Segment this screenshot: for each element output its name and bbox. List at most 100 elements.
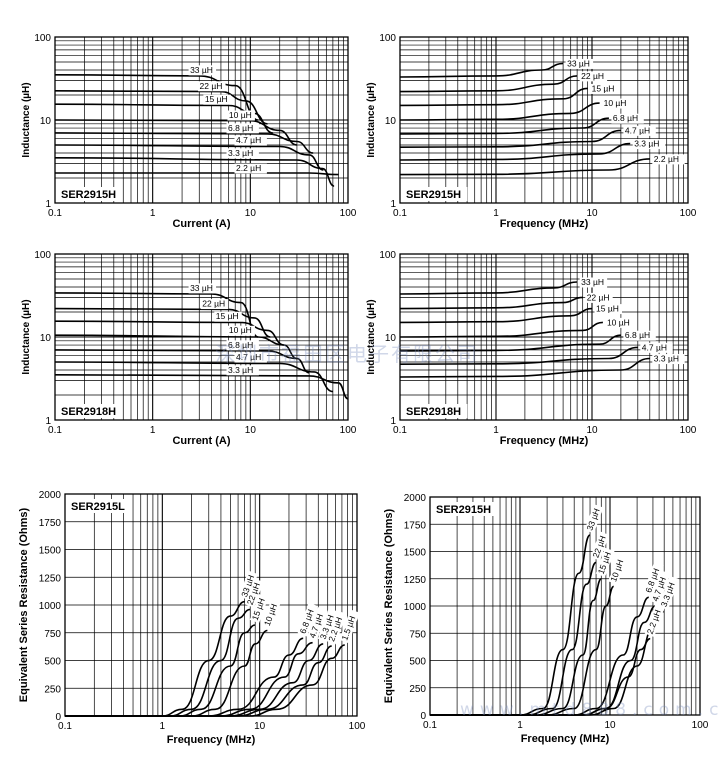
y-tick-label: 1500: [39, 546, 62, 557]
series-label-bg: [339, 609, 360, 644]
series-label-group: 33 µH: [188, 65, 217, 76]
series-label-group: 6.8 µH: [611, 113, 644, 124]
series-line: [399, 117, 609, 135]
series-label-bg: [652, 154, 685, 165]
series-line: [65, 644, 345, 717]
series-label-bg: [226, 123, 259, 134]
series-label: 22 µH: [587, 292, 610, 302]
series-line: [54, 144, 324, 171]
series-label-group: 22 µH: [198, 81, 226, 92]
series-label-group: 10 µH: [227, 110, 255, 121]
y-tick-label: 500: [409, 657, 426, 668]
series-label-group: 15 µH: [203, 94, 231, 105]
series-label: 3.3 µH: [228, 148, 253, 158]
series-label: 33 µH: [190, 65, 213, 75]
y-tick-label: 100: [34, 33, 51, 44]
series-label: 10 µH: [229, 110, 252, 120]
x-tick-label: 10: [586, 208, 598, 219]
series-label-group: 15 µH: [590, 83, 618, 94]
series-label-group: 22 µH: [579, 71, 608, 82]
y-tick-label: 0: [420, 711, 426, 722]
y-tick-label: 10: [40, 116, 52, 127]
series-label-group: 15 µH: [594, 304, 622, 315]
y-tick-label: 10: [385, 116, 397, 127]
y-tick-label: 1: [45, 199, 51, 210]
series-label-bg: [249, 593, 269, 624]
series-label-group: 6.8 µH: [226, 123, 259, 134]
x-tick-label: 0.1: [393, 425, 407, 436]
x-axis-label: Frequency (MHz): [500, 218, 589, 230]
series-line: [54, 132, 314, 154]
y-tick-label: 100: [379, 33, 396, 44]
y-tick-label: 500: [44, 657, 61, 668]
series-line: [399, 357, 650, 378]
series-label: 2.2 µH: [645, 608, 663, 635]
series-label-bg: [611, 113, 644, 124]
series-label: 6.8 µH: [613, 113, 638, 123]
series-line: [399, 129, 621, 148]
series-label-group: 33 µH: [584, 504, 604, 534]
series-label-group: 3.3 µH: [652, 354, 685, 365]
chart-title-bg: [59, 404, 123, 418]
series-label-group: 10 µH: [605, 317, 633, 328]
x-tick-label: 1: [517, 720, 523, 731]
series-label-bg: [565, 58, 594, 69]
series-label-group: 22 µH: [200, 299, 229, 310]
series-label-bg: [239, 570, 258, 600]
x-tick-label: 0.1: [58, 721, 72, 732]
series-label-group: 10 µH: [602, 98, 630, 109]
series-label-group: 6.8 µH: [623, 330, 656, 341]
y-axis-label: Equivalent Series Resistance (Ohms): [18, 507, 30, 702]
series-label-bg: [188, 283, 217, 294]
x-tick-label: 1: [150, 208, 156, 219]
x-axis-label: Frequency (MHz): [167, 734, 256, 746]
series-label: 6.8 µH: [228, 340, 253, 350]
series-line: [65, 643, 324, 717]
series-line: [54, 103, 273, 134]
series-label: 15 µH: [205, 94, 228, 104]
y-axis-label: Inductance (µH): [366, 82, 377, 157]
series-label: 33 µH: [190, 283, 213, 293]
y-axis-label: Inductance (µH): [366, 299, 377, 374]
series-label-group: 33 µH: [188, 283, 217, 294]
series-label: 4.7 µH: [625, 125, 650, 135]
series-label-bg: [623, 330, 656, 341]
x-tick-label: 10: [604, 720, 616, 731]
series-label-group: 3.3 µH: [226, 148, 259, 159]
y-tick-label: 100: [379, 250, 396, 261]
series-label: 2.2 µH: [654, 154, 679, 164]
series-line: [399, 142, 631, 161]
series-label-group: 33 µH: [579, 277, 608, 288]
y-tick-label: 1250: [404, 575, 427, 586]
series-label-group: 2.2 µH: [234, 163, 267, 174]
x-axis-label: Frequency (MHz): [521, 733, 610, 745]
x-tick-label: 0.1: [48, 208, 62, 219]
series-label-bg: [226, 148, 259, 159]
series-label-bg: [226, 340, 259, 351]
series-label-group: 3.3 µH: [632, 139, 666, 150]
series-label: 4.7 µH: [642, 342, 667, 352]
chart-5: 0.1 1 10 100025050075010001250150017502000F…: [18, 490, 366, 746]
x-tick-label: 10: [254, 721, 266, 732]
x-tick-label: 100: [692, 720, 709, 731]
series-label-bg: [234, 135, 267, 146]
series-label-group: 2.2 µH: [652, 154, 685, 165]
x-tick-label: 0.1: [393, 208, 407, 219]
x-tick-label: 10: [245, 425, 257, 436]
series-line: [54, 157, 335, 187]
series-line: [399, 296, 583, 310]
chart-title-bg: [404, 187, 468, 201]
x-tick-label: 10: [245, 208, 257, 219]
series-label-group: 10 µH: [227, 325, 255, 336]
series-line: [399, 346, 638, 365]
x-axis-label: Current (A): [172, 218, 230, 230]
series-line: [54, 307, 271, 338]
series-line: [54, 320, 284, 346]
chart-title: SER2915H: [61, 189, 116, 201]
series-label: 22 µH: [202, 299, 225, 309]
y-tick-label: 10: [385, 333, 397, 344]
series-line: [399, 307, 593, 324]
